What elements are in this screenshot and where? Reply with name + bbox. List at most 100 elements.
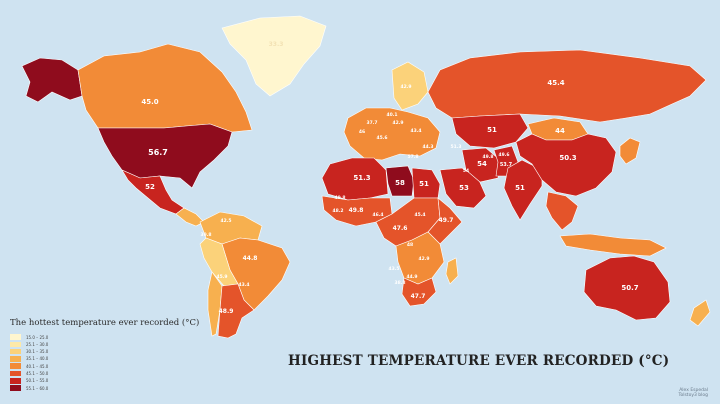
small-label: 49.8 (482, 154, 493, 160)
legend-item: 35.1 – 40.0 (10, 356, 210, 362)
region-argentina (217, 283, 255, 339)
small-label: 54 (463, 168, 469, 174)
small-label: 43.4 (410, 128, 421, 134)
label-brazil: 44.8 (243, 255, 258, 262)
legend: The hottest temperature ever recorded (°… (10, 318, 210, 392)
label-libya: 58 (395, 179, 405, 187)
label-north-africa-west: 51.3 (353, 174, 370, 182)
label-arabia: 53 (459, 184, 469, 192)
legend-title: The hottest temperature ever recorded (°… (10, 318, 200, 328)
small-country-labels: 57.8 45.6 37.7 42.9 43.4 44.3 49.6 46.4 … (200, 84, 509, 288)
small-label: 42.9 (400, 84, 411, 90)
label-central-africa: 47.6 (393, 225, 408, 232)
small-label: 48 (407, 242, 413, 248)
legend-swatch (10, 348, 21, 355)
legend-swatch (10, 334, 21, 340)
small-label: 49.6 (498, 152, 509, 158)
label-india: 51 (515, 184, 525, 192)
small-label: 49.8 (334, 195, 345, 201)
region-japan-korea (619, 137, 641, 165)
label-russia: 45.4 (547, 79, 564, 87)
label-usa: 56.7 (148, 148, 168, 157)
label-mongolia: 44 (555, 127, 565, 135)
region-canada (77, 43, 253, 133)
legend-swatch (10, 378, 21, 384)
legend-item: 45.1 – 50.0 (10, 370, 210, 377)
label-mexico: 52 (145, 183, 155, 191)
small-label: 42.9 (392, 120, 403, 126)
region-southeast-asia (545, 191, 579, 231)
label-east-africa: 49.7 (439, 217, 454, 224)
label-china: 50.3 (559, 154, 576, 162)
legend-item: 50.1 – 55.0 (10, 378, 210, 384)
small-label: 43.4 (238, 282, 249, 288)
legend-swatch (10, 370, 21, 377)
small-label: 57.8 (407, 154, 418, 160)
legend-swatch (10, 356, 21, 362)
label-south-africa: 47.7 (411, 293, 426, 300)
label-egypt: 51 (419, 180, 429, 188)
label-west-africa: 49.8 (349, 207, 364, 214)
legend-item: 30.1 – 35.0 (10, 348, 210, 355)
label-iran: 54 (477, 160, 487, 168)
label-pakistan: 53.7 (500, 162, 513, 168)
legend-label: 15.0 – 25.0 (26, 334, 49, 340)
small-label: 45.4 (414, 212, 425, 218)
region-australia (583, 255, 671, 321)
small-label: 46 (359, 129, 365, 135)
legend-label: 25.1 – 30.0 (26, 341, 49, 347)
legend-label: 50.1 – 55.0 (26, 378, 49, 384)
legend-items: 15.0 – 25.0 25.1 – 30.0 30.1 – 35.0 35.1 – … (10, 334, 210, 391)
small-label: 44.3 (422, 144, 433, 150)
small-label: 45.9 (216, 274, 227, 280)
credit-author: Alex Espedal (679, 388, 708, 393)
legend-item: 15.0 – 25.0 (10, 334, 210, 340)
legend-swatch (10, 363, 21, 369)
region-arabia (439, 167, 487, 209)
region-libya (385, 165, 415, 197)
small-label: 48.2 (332, 208, 343, 214)
region-southern-africa (395, 231, 445, 285)
region-iran (461, 147, 501, 183)
legend-item: 25.1 – 30.0 (10, 341, 210, 348)
small-label: 44.9 (406, 274, 417, 280)
region-china (515, 133, 617, 197)
label-canada: 45.0 (141, 98, 158, 106)
region-indonesia (559, 233, 667, 257)
small-label: 42.9 (418, 256, 429, 262)
small-label: 46.4 (372, 212, 383, 218)
small-label: 42.5 (220, 218, 231, 224)
small-label: 38.8 (394, 280, 405, 286)
small-label: 39.8 (200, 232, 211, 238)
region-south-africa (401, 277, 437, 307)
region-new-zealand (689, 299, 711, 327)
legend-swatch (10, 385, 21, 391)
map-title: HIGHEST TEMPERATURE EVER RECORDED (°C) (288, 353, 670, 369)
region-scandinavia (391, 61, 429, 111)
label-greenland: 33.3 (269, 41, 284, 48)
small-label: 43.5 (388, 266, 399, 272)
region-greenland (221, 15, 327, 97)
region-india (503, 159, 543, 221)
region-europe (343, 107, 441, 161)
credit-source: Tolstoy3 blog (678, 393, 708, 398)
legend-label: 35.1 – 40.0 (26, 356, 49, 362)
label-central-asia: 51 (487, 126, 497, 134)
small-label: 40.1 (386, 112, 397, 118)
small-label: 37.7 (366, 120, 377, 126)
legend-label: 40.1 – 45.0 (26, 363, 49, 369)
region-usa (97, 123, 233, 189)
label-argentina: 48.9 (219, 308, 234, 315)
small-label: 45.6 (376, 135, 387, 141)
region-egypt (411, 167, 441, 199)
credit: Alex Espedal Tolstoy3 blog (678, 388, 708, 398)
legend-label: 45.1 – 50.0 (26, 371, 49, 376)
legend-item: 40.1 – 45.0 (10, 363, 210, 369)
legend-swatch (10, 341, 21, 348)
region-north-africa-west (321, 157, 389, 201)
region-madagascar (445, 257, 459, 285)
region-east-africa (427, 197, 463, 245)
region-alaska (21, 57, 83, 103)
legend-label: 30.1 – 35.0 (26, 349, 49, 355)
